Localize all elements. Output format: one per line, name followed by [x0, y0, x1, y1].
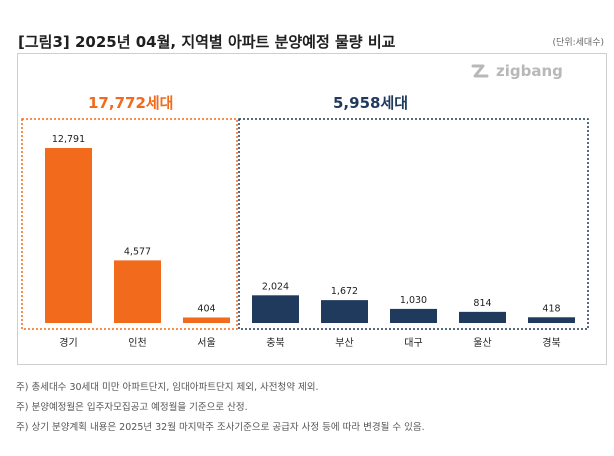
zigbang-logo-icon — [471, 64, 489, 78]
category-label-5: 대구 — [404, 337, 422, 349]
footnote: 주) 분양예정월은 입주자모집공고 예정월을 기준으로 산정. — [16, 402, 248, 413]
chart-panel — [17, 53, 607, 365]
group-total-navy: 5,958세대 — [333, 94, 409, 112]
bar-1 — [114, 260, 161, 323]
category-label-4: 부산 — [335, 337, 353, 349]
bar-7 — [528, 317, 575, 323]
category-label-3: 충북 — [266, 337, 284, 349]
zigbang-logo: zigbang — [470, 62, 563, 80]
bar-3 — [252, 295, 299, 323]
data-label-1: 4,577 — [124, 246, 151, 257]
bar-5 — [390, 308, 437, 323]
category-label-6: 울산 — [473, 337, 491, 349]
category-label-1: 인천 — [128, 337, 146, 349]
footnotes: 주) 총세대수 30세대 미만 아파트단지, 임대아파트단지 제외, 사전청약 … — [16, 378, 425, 438]
data-label-3: 2,024 — [262, 281, 289, 292]
bar-4 — [321, 300, 368, 323]
data-label-5: 1,030 — [400, 295, 427, 306]
bar-6 — [459, 311, 506, 323]
logo-text: zigbang — [496, 62, 563, 80]
bar-2 — [183, 317, 230, 323]
bar-0 — [45, 148, 92, 323]
unit-label: (단위:세대수) — [552, 38, 604, 48]
group-total-orange: 17,772세대 — [88, 94, 174, 112]
category-label-7: 경북 — [542, 336, 560, 349]
data-label-6: 814 — [473, 298, 491, 309]
data-label-0: 12,791 — [52, 134, 85, 145]
category-label-0: 경기 — [59, 336, 77, 349]
data-label-7: 418 — [542, 303, 560, 314]
footnote: 주) 상기 분양계획 내용은 2025년 32월 마지막주 조사기준으로 공급자… — [16, 422, 425, 433]
chart-title: [그림3] 2025년 04월, 지역별 아파트 분양예정 물량 비교 — [18, 33, 396, 51]
group-box-orange — [21, 118, 238, 330]
category-label-2: 서울 — [197, 337, 215, 349]
data-label-4: 1,672 — [331, 286, 358, 297]
data-label-2: 404 — [197, 303, 215, 314]
footnote: 주) 총세대수 30세대 미만 아파트단지, 임대아파트단지 제외, 사전청약 … — [16, 382, 319, 393]
group-box-navy — [238, 118, 589, 330]
